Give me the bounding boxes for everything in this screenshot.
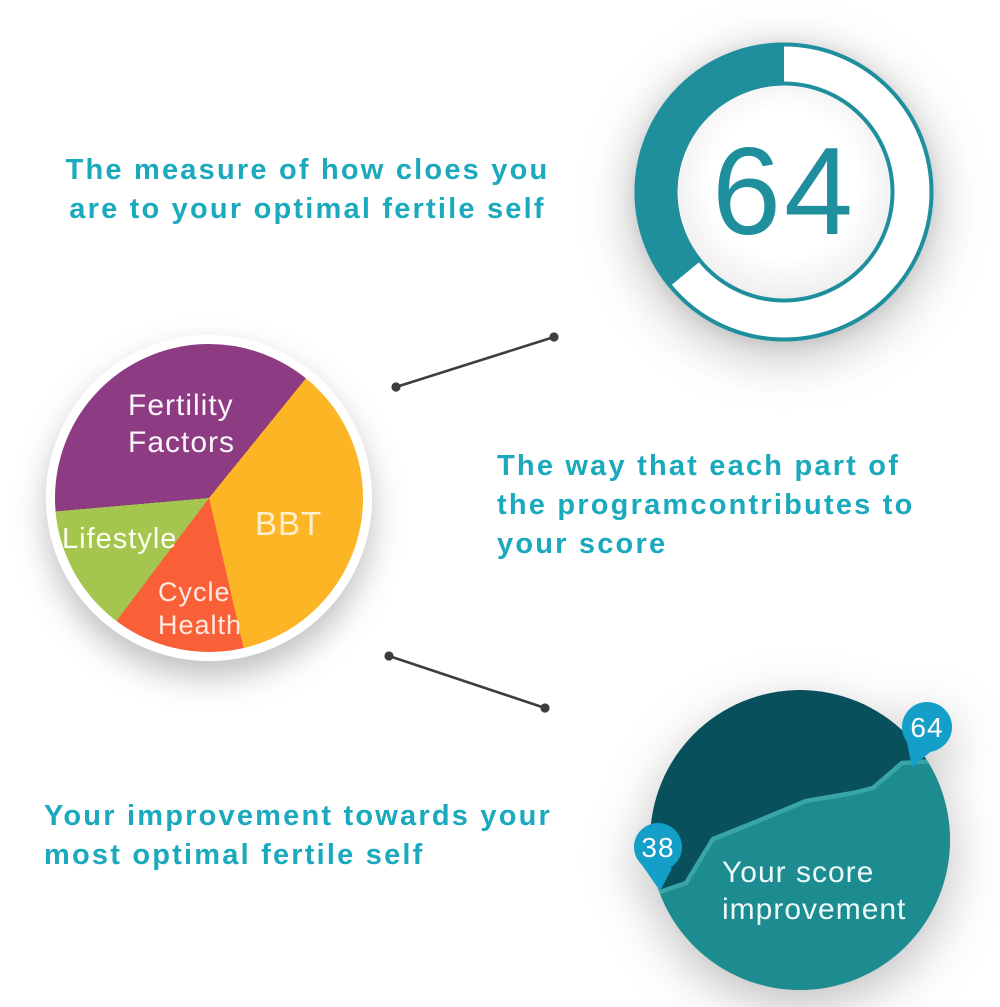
pin-circle xyxy=(902,702,952,752)
connector-dot xyxy=(384,651,394,661)
improvement-svg: 38 64 xyxy=(634,690,952,990)
score-ring-caption: The measure of how cloes you are to your… xyxy=(65,154,550,225)
improvement-area-fill xyxy=(650,759,950,990)
score-pin: 64 xyxy=(902,702,952,767)
pin-circle xyxy=(634,823,682,871)
pie-disc xyxy=(46,335,372,661)
connector-dot xyxy=(391,382,401,392)
score-pin: 38 xyxy=(634,823,682,891)
score-pins: 38 64 xyxy=(634,702,952,891)
connector-line xyxy=(388,654,546,710)
connector-dot xyxy=(549,332,559,342)
donut-progress-arc xyxy=(634,42,784,288)
improvement-chart-label: Your score improvement xyxy=(722,856,907,926)
pin-score-value: 38 xyxy=(641,832,674,863)
score-improvement-chart: 38 64 Your score improvement xyxy=(630,670,970,1007)
fertility-score-donut: 64 xyxy=(633,41,935,343)
connector-line xyxy=(395,335,555,389)
contribution-pie-chart: Fertility Factors BBT Lifestyle Cycle Healt… xyxy=(46,335,372,661)
pie-chart-caption: The way that each part of the programcon… xyxy=(497,450,915,560)
improvement-caption: Your improvement towards your most optim… xyxy=(44,800,553,871)
pin-score-value: 64 xyxy=(910,712,943,743)
connector-dot xyxy=(540,703,550,713)
donut-chart-svg xyxy=(634,42,934,342)
